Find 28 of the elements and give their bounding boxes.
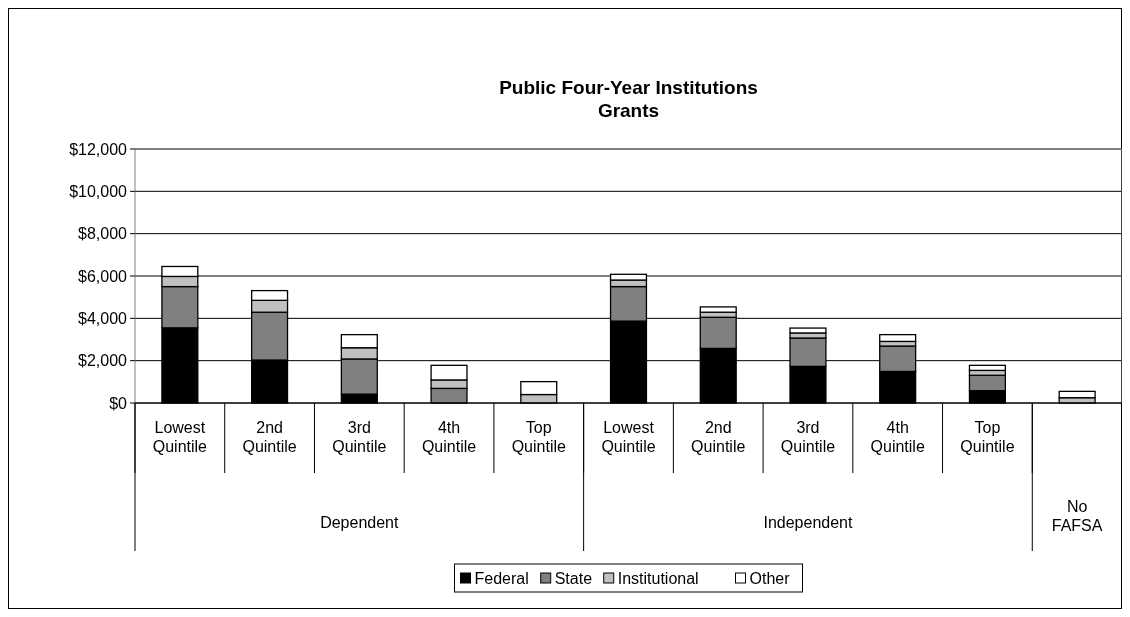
legend-label: Other (749, 569, 791, 587)
x-tick-label: 3rd Quintile (332, 419, 387, 455)
y-tick-label: $4,000 (78, 309, 128, 327)
x-tick-label: Top Quintile (960, 419, 1015, 455)
x-tick-label: Top Quintile (511, 419, 566, 455)
x-tick-label: 4th Quintile (870, 419, 925, 455)
legend-label: Institutional (617, 569, 699, 587)
legend-label: Federal (474, 569, 529, 587)
bar (968, 364, 1006, 372)
x-tick-label: 2nd Quintile (242, 419, 297, 455)
y-tick-label: $12,000 (69, 140, 128, 158)
x-tick-label: Lowest Quintile (601, 419, 656, 455)
chart-title: Public Four-Year Institutions Grants (499, 77, 758, 121)
text: Independent (763, 514, 853, 531)
y-tick-label: $8,000 (78, 225, 128, 243)
x-tick-label: 3rd Quintile (780, 419, 836, 455)
y-tick-label: $0 (109, 394, 128, 412)
y-tick-label: $10,000 (69, 182, 128, 200)
bar (1058, 390, 1096, 399)
y-tick-label: $2,000 (78, 352, 128, 370)
y-tick-label: $6,000 (78, 267, 128, 285)
x-tick-label: 4th Quintile (421, 419, 477, 455)
text: No FAFSA (1051, 498, 1103, 534)
x-tick-label: 2nd Quintile (691, 419, 746, 455)
legend-label: State (554, 569, 593, 587)
x-tick-label: Lowest Quintile (152, 419, 208, 455)
bar (879, 333, 917, 343)
text: Dependent (320, 514, 400, 531)
